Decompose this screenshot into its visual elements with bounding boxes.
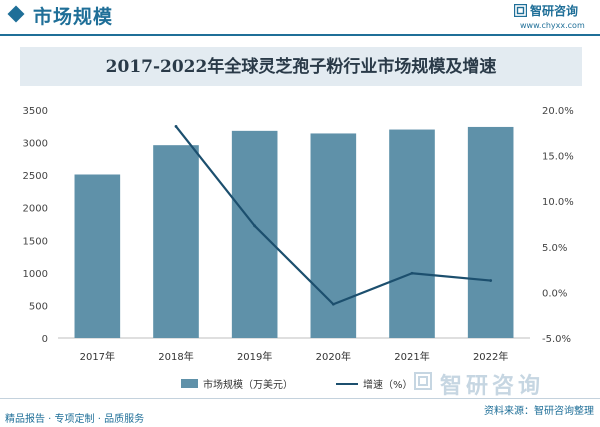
y-right-tick-label: 15.0% (542, 152, 574, 163)
x-tick-label: 2019年 (237, 350, 272, 363)
y-left-tick-label: 1000 (23, 269, 48, 280)
x-tick-label: 2020年 (316, 350, 351, 363)
chart-legend: 市场规模（万美元） 增速（%） (0, 372, 600, 392)
legend-item-line: 增速（%） (336, 376, 413, 391)
diamond-icon (7, 5, 25, 23)
footer-source: 资料来源：智研咨询整理 (484, 406, 594, 417)
bar (231, 130, 278, 338)
legend-item-bar: 市场规模（万美元） (181, 376, 293, 391)
x-tick-label: 2021年 (394, 350, 429, 363)
growth-point (489, 279, 493, 282)
brand-name: 智研咨询 (530, 4, 579, 18)
y-left-tick-label: 0 (42, 334, 48, 345)
brand-url: www.chyxx.com (520, 21, 585, 30)
growth-point (253, 224, 257, 228)
legend-swatch-bar (181, 379, 198, 388)
y-left-tick-label: 3500 (23, 106, 48, 117)
footer-divider (0, 398, 600, 399)
legend-label-bar: 市场规模（万美元） (203, 380, 293, 391)
y-left-tick-label: 2500 (23, 171, 48, 182)
page-footer: 精品报告 · 专项定制 · 品质服务 资料来源：智研咨询整理 (0, 398, 600, 427)
bar (310, 133, 357, 338)
y-right-tick-label: 10.0% (542, 197, 574, 208)
growth-point (174, 125, 178, 128)
footer-tagline: 精品报告 · 专项定制 · 品质服务 (5, 414, 145, 425)
y-left-tick-label: 500 (29, 301, 48, 312)
chart-title: 2017-2022年全球灵芝孢子粉行业市场规模及增速 (105, 57, 497, 77)
x-tick-label: 2018年 (158, 350, 193, 363)
brand-logo-icon (514, 4, 527, 17)
y-left-tick-label: 1500 (23, 236, 48, 247)
header-title: 市场规模 (33, 6, 114, 28)
growth-point (331, 302, 335, 306)
legend-label-line: 增速（%） (363, 380, 413, 391)
x-tick-label: 2022年 (473, 350, 508, 363)
page-header: 市场规模 智研咨询 www.chyxx.com (0, 0, 600, 36)
bar (74, 174, 121, 338)
header-divider (0, 34, 600, 36)
watermark-text: 智研咨询 (440, 374, 545, 399)
watermark-logo-icon (414, 372, 432, 390)
y-left-tick-label: 2000 (23, 204, 48, 215)
x-tick-label: 2017年 (80, 350, 115, 363)
growth-point (410, 271, 414, 275)
y-right-tick-label: -5.0% (542, 334, 571, 345)
y-right-tick-label: 5.0% (542, 243, 567, 254)
bar (467, 126, 514, 339)
chart-title-box: 2017-2022年全球灵芝孢子粉行业市场规模及增速 (20, 47, 582, 86)
legend-swatch-line (336, 382, 358, 385)
combo-chart: 0 500 1000 1500 2000 2500 3000 3500 -5.0% 0.0% 5.0… (23, 106, 574, 363)
y-right-tick-label: 20.0% (542, 106, 574, 117)
bar (153, 145, 199, 338)
y-left-tick-label: 3000 (23, 139, 48, 150)
y-right-tick-label: 0.0% (542, 288, 567, 299)
bar (389, 129, 435, 338)
